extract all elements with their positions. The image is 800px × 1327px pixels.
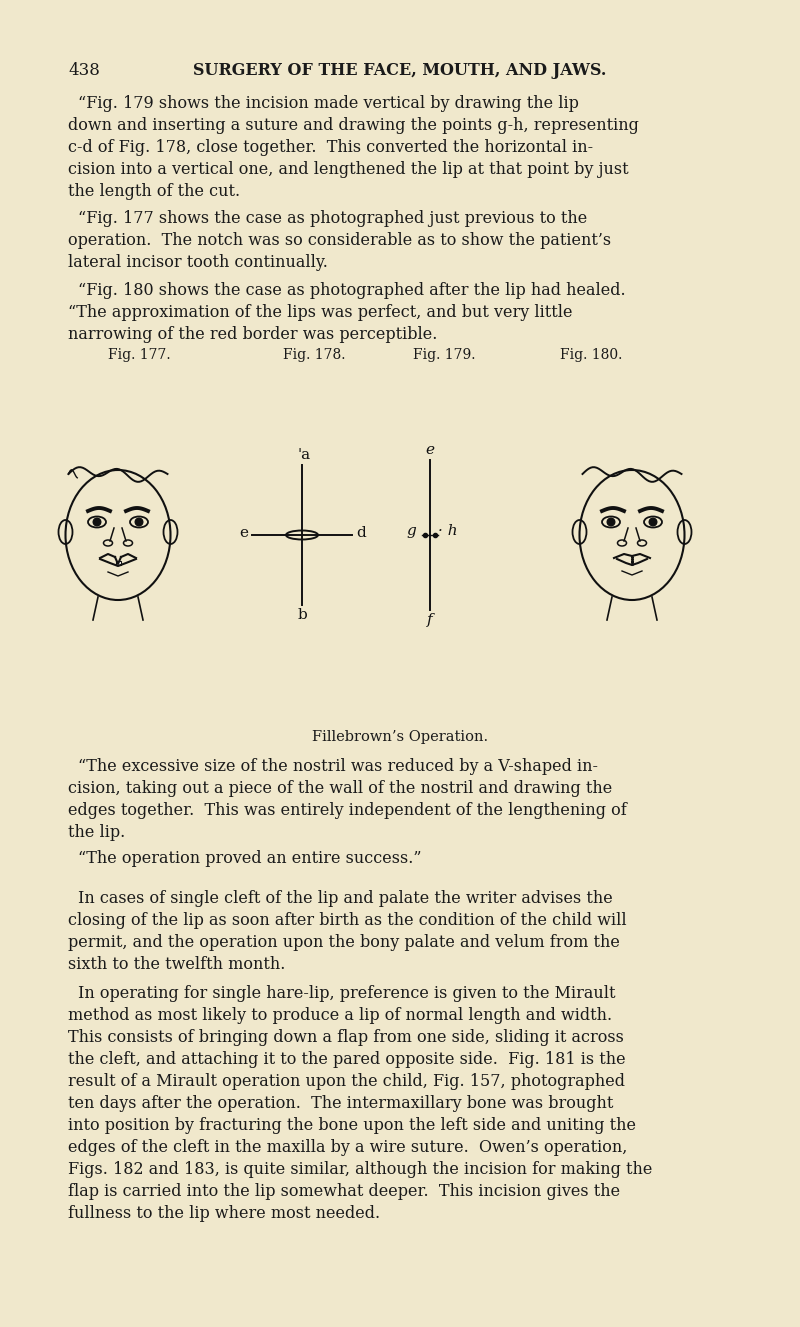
Text: Fig. 178.: Fig. 178.	[283, 348, 346, 362]
Text: Fig. 180.: Fig. 180.	[560, 348, 622, 362]
Text: sixth to the twelfth month.: sixth to the twelfth month.	[68, 955, 286, 973]
Text: lateral incisor tooth continually.: lateral incisor tooth continually.	[68, 253, 328, 271]
Text: narrowing of the red border was perceptible.: narrowing of the red border was percepti…	[68, 326, 438, 342]
Text: the cleft, and attaching it to the pared opposite side.  Fig. 181 is the: the cleft, and attaching it to the pared…	[68, 1051, 626, 1068]
Circle shape	[93, 519, 101, 525]
Text: “Fig. 180 shows the case as photographed after the lip had healed.: “Fig. 180 shows the case as photographed…	[78, 283, 626, 299]
Text: cision into a vertical one, and lengthened the lip at that point by just: cision into a vertical one, and lengthen…	[68, 161, 629, 178]
Text: b: b	[297, 608, 307, 622]
Text: SURGERY OF THE FACE, MOUTH, AND JAWS.: SURGERY OF THE FACE, MOUTH, AND JAWS.	[194, 62, 606, 80]
Text: g: g	[406, 524, 416, 537]
Text: Figs. 182 and 183, is quite similar, although the incision for making the: Figs. 182 and 183, is quite similar, alt…	[68, 1161, 652, 1178]
Text: In operating for single hare-lip, preference is given to the Mirault: In operating for single hare-lip, prefer…	[78, 985, 615, 1002]
Text: · h: · h	[438, 524, 458, 537]
Text: d: d	[356, 525, 366, 540]
Text: “Fig. 179 shows the incision made vertical by drawing the lip: “Fig. 179 shows the incision made vertic…	[78, 96, 579, 111]
Text: 438: 438	[68, 62, 100, 80]
Text: the length of the cut.: the length of the cut.	[68, 183, 240, 200]
Text: Fig. 179.: Fig. 179.	[413, 348, 475, 362]
Text: This consists of bringing down a flap from one side, sliding it across: This consists of bringing down a flap fr…	[68, 1028, 624, 1046]
Text: edges of the cleft in the maxilla by a wire suture.  Owen’s operation,: edges of the cleft in the maxilla by a w…	[68, 1139, 627, 1156]
Circle shape	[650, 519, 657, 525]
Text: Fillebrown’s Operation.: Fillebrown’s Operation.	[312, 730, 488, 744]
Text: fullness to the lip where most needed.: fullness to the lip where most needed.	[68, 1205, 380, 1222]
Text: the lip.: the lip.	[68, 824, 126, 841]
Text: edges together.  This was entirely independent of the lengthening of: edges together. This was entirely indepe…	[68, 802, 626, 819]
Circle shape	[607, 519, 614, 525]
Text: e: e	[239, 525, 248, 540]
Text: e: e	[426, 443, 434, 456]
Text: ten days after the operation.  The intermaxillary bone was brought: ten days after the operation. The interm…	[68, 1095, 614, 1112]
Text: 'a: 'a	[298, 449, 310, 462]
Text: result of a Mirault operation upon the child, Fig. 157, photographed: result of a Mirault operation upon the c…	[68, 1074, 625, 1089]
Text: c-d of Fig. 178, close together.  This converted the horizontal in-: c-d of Fig. 178, close together. This co…	[68, 139, 593, 157]
Text: f: f	[427, 613, 433, 626]
Text: method as most likely to produce a lip of normal length and width.: method as most likely to produce a lip o…	[68, 1007, 612, 1024]
Text: Fig. 177.: Fig. 177.	[108, 348, 170, 362]
Text: In cases of single cleft of the lip and palate the writer advises the: In cases of single cleft of the lip and …	[78, 890, 613, 906]
Circle shape	[135, 519, 143, 525]
Text: “The approximation of the lips was perfect, and but very little: “The approximation of the lips was perfe…	[68, 304, 573, 321]
Text: closing of the lip as soon after birth as the condition of the child will: closing of the lip as soon after birth a…	[68, 912, 626, 929]
Text: operation.  The notch was so considerable as to show the patient’s: operation. The notch was so considerable…	[68, 232, 611, 249]
Text: “Fig. 177 shows the case as photographed just previous to the: “Fig. 177 shows the case as photographed…	[78, 210, 587, 227]
Text: cision, taking out a piece of the wall of the nostril and drawing the: cision, taking out a piece of the wall o…	[68, 780, 612, 798]
Text: down and inserting a suture and drawing the points g-h, representing: down and inserting a suture and drawing …	[68, 117, 639, 134]
FancyBboxPatch shape	[115, 561, 121, 565]
Text: flap is carried into the lip somewhat deeper.  This incision gives the: flap is carried into the lip somewhat de…	[68, 1182, 620, 1200]
Text: “The excessive size of the nostril was reduced by a V-shaped in-: “The excessive size of the nostril was r…	[78, 758, 598, 775]
Text: “The operation proved an entire success.”: “The operation proved an entire success.…	[78, 851, 422, 867]
Text: permit, and the operation upon the bony palate and velum from the: permit, and the operation upon the bony …	[68, 934, 620, 951]
Text: into position by fracturing the bone upon the left side and uniting the: into position by fracturing the bone upo…	[68, 1117, 636, 1135]
